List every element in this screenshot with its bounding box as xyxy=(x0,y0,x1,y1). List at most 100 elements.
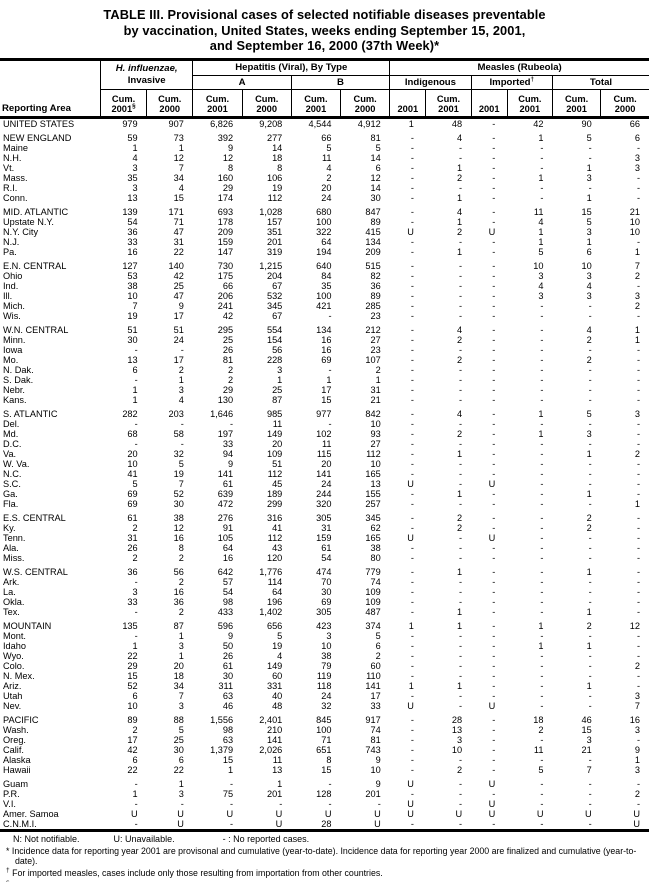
table-row: Tenn. 31 16 105 112 159 165 U - U - - - xyxy=(0,533,649,543)
value-cell: - xyxy=(492,280,496,291)
value-cell: U xyxy=(488,808,496,819)
value-cell: 6 xyxy=(132,364,138,375)
value-cell: - xyxy=(410,152,414,163)
value-cell: - xyxy=(134,606,138,617)
value-cell: 98 xyxy=(222,724,234,735)
value-cell: 20 xyxy=(272,438,283,449)
value-cell: - xyxy=(636,798,640,809)
value-cell: 71 xyxy=(173,216,184,227)
value-cell: 847 xyxy=(365,206,381,217)
value-cell: 2 xyxy=(586,334,592,345)
reporting-area-cell: Mass. xyxy=(3,172,28,183)
value-cell: 112 xyxy=(267,532,283,543)
value-cell: 1 xyxy=(634,754,640,765)
value-cell: 20 xyxy=(321,458,332,469)
col-header-hinf-cum-2001: Cum. 2001§ xyxy=(99,89,147,119)
value-cell: 31 xyxy=(370,384,381,395)
value-cell: 147 xyxy=(217,246,234,257)
value-cell: 209 xyxy=(217,226,234,237)
reporting-area-cell: Wis. xyxy=(3,310,21,321)
value-cell: 15 xyxy=(321,394,332,405)
value-cell: 9,208 xyxy=(259,118,283,129)
value-cell: - xyxy=(540,670,544,681)
value-cell: 11 xyxy=(272,418,283,429)
value-cell: 127 xyxy=(122,260,138,271)
value-cell: - xyxy=(459,300,463,311)
value-cell: - xyxy=(492,216,496,227)
value-cell: 1 xyxy=(456,216,463,227)
value-cell: - xyxy=(410,142,414,153)
reporting-area-cell: PACIFIC xyxy=(3,714,39,725)
value-cell: 73 xyxy=(173,132,184,143)
value-cell: 2 xyxy=(634,300,640,311)
value-cell: 36 xyxy=(173,596,184,607)
reporting-area-cell: W.S. CENTRAL xyxy=(3,566,68,577)
table-row: Utah 6 7 63 40 24 17 - - - - - 3 xyxy=(0,691,649,701)
value-cell: 26 xyxy=(222,344,234,355)
value-cell: 100 xyxy=(316,216,332,227)
value-cell: 10 xyxy=(451,744,463,755)
col-header-imported-2001: 2001 xyxy=(470,89,508,119)
value-cell: 1 xyxy=(456,680,463,691)
value-cell: U xyxy=(226,808,234,819)
value-cell: - xyxy=(588,552,592,563)
value-cell: 63 xyxy=(222,690,234,701)
value-cell: - xyxy=(459,690,463,701)
value-cell: 30 xyxy=(321,586,332,597)
value-cell: 1 xyxy=(375,374,381,385)
table-row: Maine 1 1 9 14 5 5 - - - - - - xyxy=(0,143,649,153)
value-cell: - xyxy=(459,478,463,489)
value-cell: 16 xyxy=(321,334,332,345)
value-cell: - xyxy=(636,384,640,395)
value-cell: U xyxy=(177,818,184,829)
value-cell: 61 xyxy=(127,512,138,523)
value-cell: - xyxy=(410,670,414,681)
value-cell: 171 xyxy=(168,206,184,217)
reporting-area-cell: MOUNTAIN xyxy=(3,620,52,631)
value-cell: 109 xyxy=(365,596,381,607)
value-cell: 2 xyxy=(178,552,184,563)
value-cell: 36 xyxy=(127,566,138,577)
value-cell: 1 xyxy=(277,374,283,385)
value-cell: 4 xyxy=(586,280,592,291)
value-cell: 189 xyxy=(266,488,283,499)
value-cell: - xyxy=(588,344,592,355)
value-cell: 3 xyxy=(586,428,592,439)
value-cell: - xyxy=(588,542,592,553)
value-cell: - xyxy=(540,468,544,479)
value-cell: 2 xyxy=(456,764,463,775)
value-cell: - xyxy=(230,818,234,829)
value-cell: 10 xyxy=(629,226,640,237)
value-cell: 1 xyxy=(586,680,592,691)
reporting-area-cell: S.C. xyxy=(3,478,21,489)
value-cell: 1 xyxy=(456,488,463,499)
value-cell: 18 xyxy=(173,670,184,681)
reporting-area-cell: Md. xyxy=(3,428,19,439)
value-cell: 311 xyxy=(218,680,234,691)
value-cell: 64 xyxy=(222,542,234,553)
value-cell: - xyxy=(540,660,544,671)
value-cell: - xyxy=(492,724,496,735)
col-header-total-cum-2000: Cum. 2000 xyxy=(600,89,649,119)
reporting-area-cell: Minn. xyxy=(3,334,26,345)
value-cell: - xyxy=(588,660,592,671)
value-cell: 8 xyxy=(178,542,184,553)
value-cell: 31 xyxy=(173,236,184,247)
value-cell: 90 xyxy=(581,118,592,129)
value-cell: 907 xyxy=(168,118,184,129)
value-cell: 36 xyxy=(127,226,138,237)
value-cell: 8 xyxy=(227,162,234,173)
value-cell: 345 xyxy=(365,512,381,523)
table-row: Wyo. 22 1 26 4 38 2 - - - - - - xyxy=(0,651,649,661)
value-cell: 6 xyxy=(375,640,381,651)
value-cell: - xyxy=(540,438,544,449)
notifiable-diseases-table: Reporting Area H. influenzae, Invasive He… xyxy=(0,57,649,832)
value-cell: - xyxy=(492,310,496,321)
reporting-area-cell: Del. xyxy=(3,418,20,429)
value-cell: 24 xyxy=(321,478,332,489)
value-cell: - xyxy=(588,700,592,711)
value-cell: - xyxy=(492,620,496,631)
value-cell: 28 xyxy=(321,818,332,829)
value-cell: - xyxy=(492,448,496,459)
value-cell: 174 xyxy=(217,192,234,203)
